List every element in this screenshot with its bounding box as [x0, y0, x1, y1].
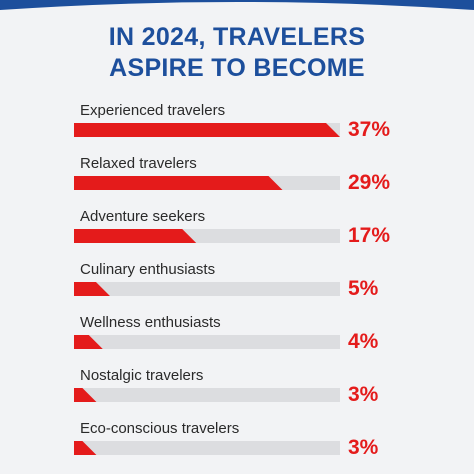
value-label: 3% — [348, 383, 379, 406]
bar-track — [74, 176, 340, 190]
category-label: Experienced travelers — [80, 102, 226, 119]
bar-track — [74, 388, 340, 402]
bar-track — [74, 229, 340, 243]
value-label: 37% — [348, 118, 391, 141]
category-label: Wellness enthusiasts — [80, 314, 221, 331]
bar — [74, 282, 110, 296]
category-label: Culinary enthusiasts — [80, 261, 216, 278]
category-label: Eco-conscious travelers — [80, 420, 240, 437]
bar-track — [74, 282, 340, 296]
bar-background — [74, 441, 340, 455]
bar — [74, 441, 97, 455]
bar — [74, 388, 97, 402]
bar-background — [74, 282, 340, 296]
value-label: 5% — [348, 277, 379, 300]
chart-title: IN 2024, TRAVELERS ASPIRE TO BECOME — [0, 22, 474, 84]
value-label: 17% — [348, 224, 391, 247]
category-label: Relaxed travelers — [80, 155, 197, 172]
value-label: 4% — [348, 330, 379, 353]
chart-title-line-2: ASPIRE TO BECOME — [109, 54, 365, 82]
bar — [74, 123, 340, 137]
bar-track — [74, 335, 340, 349]
category-label: Nostalgic travelers — [80, 367, 204, 384]
bar — [74, 176, 283, 190]
bar — [74, 335, 103, 349]
bar-background — [74, 388, 340, 402]
category-label: Adventure seekers — [80, 208, 206, 225]
bar-background — [74, 335, 340, 349]
bar-track — [74, 441, 340, 455]
chart-title-line-1: IN 2024, TRAVELERS — [108, 23, 366, 51]
value-label: 29% — [348, 171, 391, 194]
bar-track — [74, 123, 340, 137]
header-arc — [0, 0, 474, 10]
value-label: 3% — [348, 436, 379, 459]
bar — [74, 229, 197, 243]
